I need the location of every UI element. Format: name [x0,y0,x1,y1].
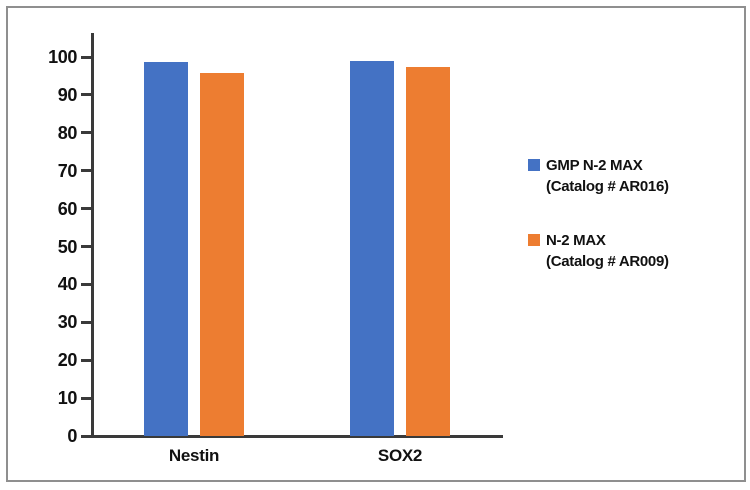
bar-gmp-n-2-max-sox2 [350,61,394,436]
y-tick-30 [81,320,94,324]
y-tick-label-30: 30 [57,312,78,333]
y-tick-label-40: 40 [57,274,78,295]
bar-gmp-n-2-max-nestin [144,62,188,436]
legend-label: N-2 MAX [546,232,606,249]
category-label-sox2: SOX2 [377,446,423,465]
y-tick-40 [81,282,94,286]
y-tick-10 [81,396,94,400]
legend-item-gmp-n2-max: GMP N-2 MAX (Catalog # AR016) [528,155,738,197]
y-tick-80 [81,131,94,135]
bar-n-2-max-sox2 [406,66,450,436]
y-tick-label-50: 50 [57,236,78,257]
y-tick-20 [81,358,94,362]
plot-area: 0 10 20 30 40 50 60 70 80 90 100 Nestin SOX2 [48,33,503,465]
y-tick-label-80: 80 [57,122,78,143]
y-tick-70 [81,169,94,173]
y-tick-50 [81,245,94,248]
y-tick-label-90: 90 [57,84,78,105]
legend-swatch-orange [528,234,540,246]
legend-label: GMP N-2 MAX [546,157,643,174]
y-tick-90 [81,93,94,97]
legend-label-catalog: (Catalog # AR009) [546,253,669,270]
y-tick-label-10: 10 [57,388,78,409]
y-tick-100 [81,55,94,59]
y-tick-60 [81,207,94,211]
category-label-nestin: Nestin [168,446,220,465]
legend: GMP N-2 MAX (Catalog # AR016) N-2 MAX (C… [528,155,738,305]
y-tick-label-70: 70 [57,160,78,181]
bar-n-2-max-nestin [200,72,244,436]
y-axis-line [91,33,94,438]
y-tick-label-20: 20 [57,350,78,371]
legend-label-catalog: (Catalog # AR016) [546,178,669,195]
x-axis-line [91,435,503,438]
y-tick-label-60: 60 [57,198,78,219]
y-tick-0 [81,434,94,438]
legend-item-n2-max: N-2 MAX (Catalog # AR009) [528,230,738,272]
y-tick-label-100: 100 [48,47,77,67]
y-tick-label-0: 0 [67,426,77,446]
legend-swatch-blue [528,159,540,171]
